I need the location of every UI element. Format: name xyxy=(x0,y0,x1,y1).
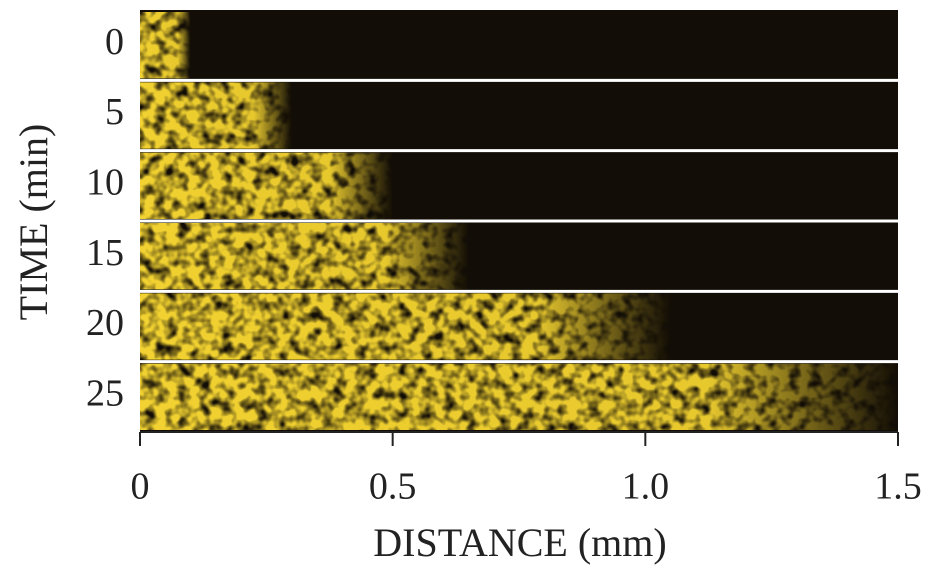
y-tick-label: 15 xyxy=(86,232,124,274)
page: TIME (min) DISTANCE (mm) 0 5 10 15 20 25 0 0.5 1… xyxy=(0,0,936,580)
x-tick-label: 0.5 xyxy=(369,466,417,508)
y-axis-title: TIME (min) xyxy=(11,124,56,321)
x-tick-label: 1.0 xyxy=(622,466,670,508)
y-tick-label: 0 xyxy=(105,21,124,63)
chart: TIME (min) DISTANCE (mm) 0 5 10 15 20 25 0 0.5 1… xyxy=(0,0,936,575)
y-tick-label: 25 xyxy=(86,373,124,415)
spread-front xyxy=(140,153,393,219)
spread-front xyxy=(140,82,292,148)
y-tick-label: 5 xyxy=(105,91,124,133)
y-tick-label: 10 xyxy=(86,162,124,204)
spread-front xyxy=(140,293,671,359)
spread-front xyxy=(140,12,191,78)
x-tick-label: 1.5 xyxy=(874,466,922,508)
spread-front xyxy=(140,364,898,430)
spread-front xyxy=(140,223,468,289)
x-axis-title: DISTANCE (mm) xyxy=(373,520,666,565)
y-tick-label: 20 xyxy=(86,302,124,344)
x-tick-label: 0 xyxy=(131,466,150,508)
